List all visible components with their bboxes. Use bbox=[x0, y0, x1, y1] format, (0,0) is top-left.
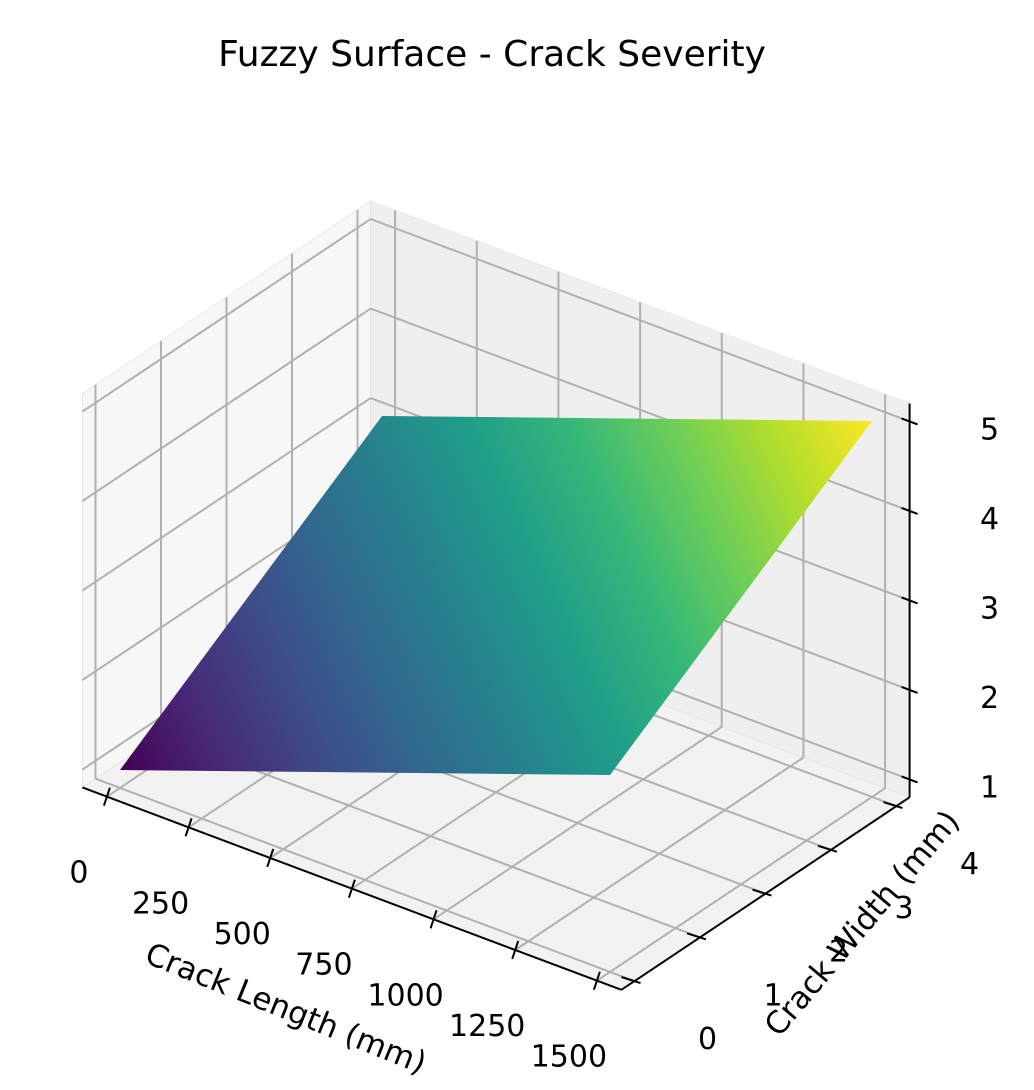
x-tick bbox=[592, 971, 601, 990]
y-tick bbox=[817, 844, 838, 853]
y-tick bbox=[752, 888, 772, 897]
x-tick-label: 500 bbox=[214, 917, 271, 952]
z-gridline-left bbox=[81, 307, 372, 502]
x-tick-label: 250 bbox=[132, 886, 189, 921]
x-tick-label: 1250 bbox=[449, 1009, 525, 1044]
z-gridline-back bbox=[370, 218, 910, 423]
y-tick-label: 3 bbox=[894, 891, 913, 926]
y-gridline-floor bbox=[95, 777, 635, 983]
surface-plane bbox=[120, 416, 872, 775]
z-tick-label: 4 bbox=[980, 502, 999, 537]
y-tick bbox=[686, 932, 707, 941]
y-tick-label: 4 bbox=[960, 847, 979, 882]
x-tick bbox=[511, 940, 520, 960]
z-gridline-left bbox=[81, 397, 372, 592]
z-tick bbox=[901, 596, 918, 605]
y-tick-label: 2 bbox=[829, 935, 848, 970]
z-tick bbox=[901, 686, 918, 694]
x-tick bbox=[429, 910, 438, 929]
chart-title: Fuzzy Surface - Crack Severity bbox=[218, 34, 766, 75]
x-tick-label: 1000 bbox=[367, 978, 443, 1013]
z-tick bbox=[901, 417, 918, 426]
x-tick bbox=[102, 787, 111, 806]
z-tick-label: 2 bbox=[980, 681, 999, 716]
x-tick bbox=[184, 818, 193, 837]
z-tick-label: 3 bbox=[980, 592, 999, 627]
y-tick bbox=[621, 976, 641, 985]
z-tick bbox=[901, 775, 918, 784]
y-tick bbox=[883, 801, 903, 810]
x-tick bbox=[266, 848, 275, 868]
x-tick bbox=[347, 879, 356, 898]
z-tick bbox=[901, 507, 918, 515]
x-tick-label: 750 bbox=[295, 948, 352, 983]
x-tick-label: 1500 bbox=[531, 1040, 607, 1075]
y-tick-label: 1 bbox=[763, 978, 782, 1013]
z-tick-label: 1 bbox=[980, 771, 999, 806]
z-gridline-left bbox=[81, 218, 372, 413]
y-tick-label: 0 bbox=[698, 1022, 717, 1057]
x-tick-label: 0 bbox=[69, 856, 88, 891]
z-tick-label: 5 bbox=[980, 413, 999, 448]
